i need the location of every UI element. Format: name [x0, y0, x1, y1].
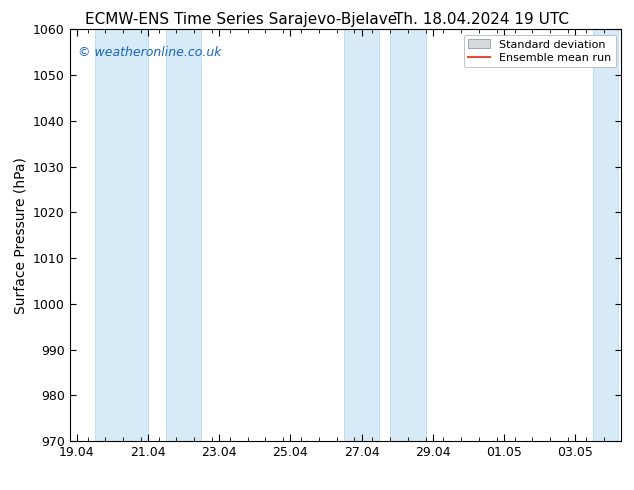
Text: Th. 18.04.2024 19 UTC: Th. 18.04.2024 19 UTC [394, 12, 569, 27]
Bar [94, 29, 148, 441]
Bar [593, 29, 618, 441]
Bar [390, 29, 425, 441]
Bar [166, 29, 202, 441]
Text: ECMW-ENS Time Series Sarajevo-Bjelave: ECMW-ENS Time Series Sarajevo-Bjelave [85, 12, 397, 27]
Legend: Standard deviation, Ensemble mean run: Standard deviation, Ensemble mean run [463, 35, 616, 68]
Y-axis label: Surface Pressure (hPa): Surface Pressure (hPa) [13, 157, 27, 314]
Bar [344, 29, 379, 441]
Text: © weatheronline.co.uk: © weatheronline.co.uk [78, 46, 221, 59]
